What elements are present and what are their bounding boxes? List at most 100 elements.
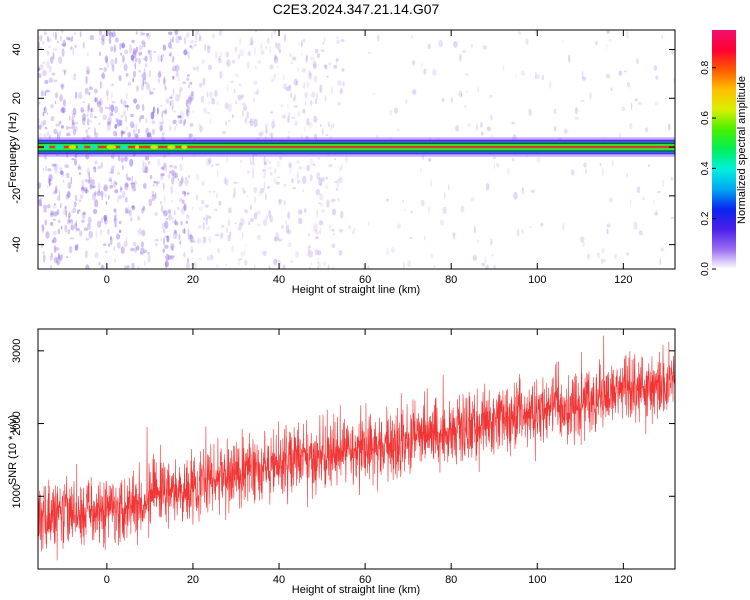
speckle <box>160 172 165 177</box>
speckle <box>182 204 187 211</box>
speckle <box>94 97 97 103</box>
speckle <box>105 250 108 253</box>
speckle <box>90 107 93 113</box>
speckle <box>520 70 526 76</box>
speckle <box>525 38 529 45</box>
speckle <box>109 184 114 189</box>
speckle <box>51 163 57 167</box>
speckle <box>75 91 78 100</box>
speckle <box>187 74 190 77</box>
speckle <box>485 264 489 269</box>
speckle <box>87 104 90 113</box>
speckle <box>103 215 108 220</box>
speckle <box>253 212 258 220</box>
speckle <box>264 161 267 169</box>
speckle <box>151 194 156 202</box>
speckle <box>65 172 70 179</box>
speckle <box>110 58 115 67</box>
speckle <box>78 199 82 202</box>
speckle <box>61 170 64 178</box>
speckle <box>78 209 81 212</box>
speckle <box>54 31 57 41</box>
speckle <box>179 110 185 120</box>
speckle <box>321 209 326 213</box>
speckle <box>611 160 614 167</box>
speckle <box>174 30 178 36</box>
speckle <box>568 54 571 63</box>
speckle <box>81 186 86 192</box>
speckle <box>307 244 310 254</box>
speckle <box>313 229 317 233</box>
speckle <box>605 43 608 51</box>
speckle <box>79 31 82 38</box>
speckle <box>124 182 129 191</box>
speckle <box>183 227 186 235</box>
speckle <box>64 205 67 210</box>
speckle <box>162 165 166 171</box>
speckle <box>273 236 277 242</box>
speckle <box>93 166 97 173</box>
speckle <box>75 220 78 227</box>
speckle <box>133 70 136 78</box>
speckle <box>265 128 268 135</box>
speckle <box>268 209 271 218</box>
speckle <box>306 54 308 62</box>
speckle <box>342 81 345 87</box>
speckle <box>340 210 344 219</box>
speckle <box>67 229 71 235</box>
speckle <box>233 191 237 196</box>
speckle <box>73 74 76 81</box>
speckle <box>209 254 214 261</box>
speckle <box>58 121 62 125</box>
speckle <box>38 199 42 207</box>
band-blob <box>120 145 129 150</box>
speckle <box>175 71 179 77</box>
speckle <box>89 34 95 41</box>
speckle <box>276 42 281 51</box>
speckle <box>256 234 262 241</box>
speckle <box>191 206 194 210</box>
speckle <box>103 30 107 38</box>
speckle <box>165 253 170 262</box>
speckle <box>131 205 136 211</box>
speckle <box>114 189 119 194</box>
speckle <box>84 186 88 192</box>
speckle <box>164 107 168 116</box>
speckle <box>341 163 343 171</box>
speckle <box>46 35 49 42</box>
colorbar-ticks: 0.0 0.2 0.4 0.6 0.8 <box>700 60 716 276</box>
speckle <box>162 182 165 191</box>
x-tick-label: 80 <box>445 574 457 586</box>
speckle <box>71 158 75 161</box>
speckle <box>275 259 280 262</box>
speckle <box>283 34 286 43</box>
speckle <box>125 126 129 130</box>
speckle <box>231 59 236 64</box>
speckle <box>582 241 585 247</box>
speckle <box>287 131 290 134</box>
speckle <box>233 187 236 192</box>
speckle <box>250 217 255 223</box>
speckle <box>157 158 161 167</box>
speckle <box>377 34 380 42</box>
speckle <box>137 228 142 236</box>
speckle <box>126 210 130 214</box>
speckle <box>491 254 494 257</box>
speckle <box>187 96 192 105</box>
speckle <box>182 122 186 127</box>
speckle <box>293 105 299 108</box>
speckle <box>45 231 50 239</box>
speckle <box>68 218 73 223</box>
speckle <box>291 178 294 184</box>
speckle <box>171 176 175 185</box>
speckle <box>154 212 159 216</box>
speckle <box>586 253 591 260</box>
speckle <box>88 171 91 179</box>
speckle <box>87 223 89 228</box>
speckle <box>89 183 94 189</box>
speckle <box>516 228 520 237</box>
speckle <box>179 86 183 92</box>
speckle <box>48 65 53 73</box>
speckle <box>70 222 74 231</box>
speckle <box>56 195 61 202</box>
